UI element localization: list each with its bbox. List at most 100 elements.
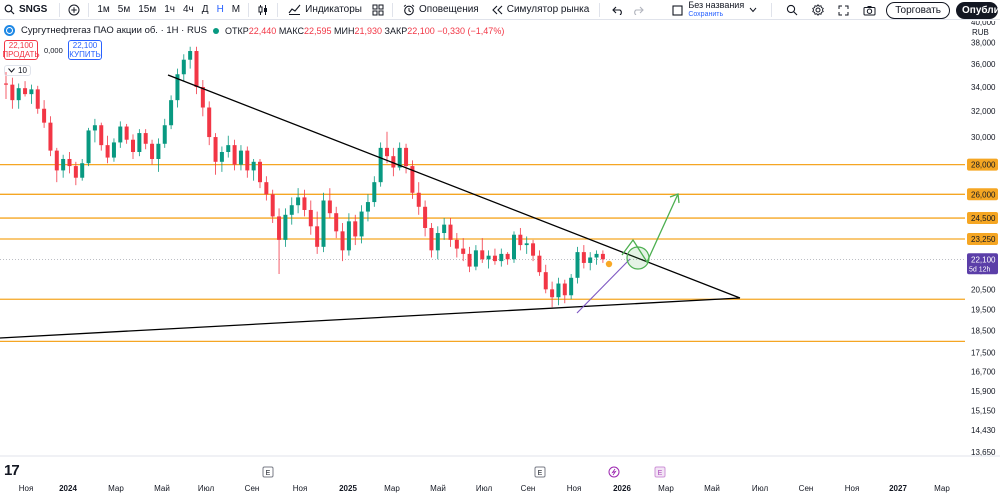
templates-button[interactable] [368, 1, 388, 19]
candle-body [321, 200, 326, 247]
buy-button[interactable]: 22,100 КУПИТЬ [68, 40, 102, 60]
candle-body [169, 100, 174, 126]
candle-body [397, 147, 402, 168]
candle-body [365, 202, 370, 212]
legend-title[interactable]: Сургутнефтегаз ПАО акции об. · 1Н · RUS [21, 25, 208, 36]
alerts-button[interactable]: Оповещения [397, 1, 485, 19]
indicators-button[interactable]: Индикаторы [282, 1, 368, 19]
timeframe-button[interactable]: М [231, 4, 241, 15]
time-tick-label: Сен [799, 484, 814, 493]
level-price-label: 28,000 [971, 161, 996, 170]
candle-body [575, 252, 580, 278]
candle-body [238, 150, 243, 165]
divider [771, 3, 773, 17]
candle-body [499, 253, 504, 262]
candle-body [35, 89, 40, 109]
lower-trendline[interactable] [0, 297, 741, 339]
price-chart[interactable]: RUB 13,650 14,430 15,150 15,900 16,700 17,500 1… [0, 21, 1000, 496]
timeframe-button[interactable]: 1м [97, 4, 110, 15]
replay-button[interactable]: Симулятор рынка [485, 1, 596, 19]
timeframe-button[interactable]: 4ч [183, 4, 194, 15]
indicators-toggle[interactable]: 10 [4, 65, 31, 76]
timeframe-button[interactable]: 1ч [164, 4, 175, 15]
candle-body [258, 161, 262, 183]
candle-body [524, 243, 529, 246]
time-tick-label: Май [430, 484, 446, 493]
candle-body [277, 216, 282, 240]
candle-body [442, 224, 447, 234]
candle-body [80, 163, 85, 178]
candle-body [480, 250, 485, 260]
settings-button[interactable] [808, 1, 828, 19]
chart-type-button[interactable] [253, 1, 273, 19]
level-price-tag[interactable] [967, 188, 998, 201]
earnings-event-icon[interactable] [534, 466, 546, 478]
sell-button[interactable]: 22,100 ПРОДАТЬ [2, 40, 40, 60]
level-price-tag[interactable] [967, 212, 998, 225]
snapshot-button[interactable] [859, 1, 880, 19]
compare-add-symbol-button[interactable] [64, 1, 84, 19]
price-tick-label: 36,000 [971, 60, 996, 69]
candle-body [334, 213, 339, 232]
buy-label: КУПИТЬ [69, 50, 101, 59]
candle-body [353, 221, 358, 237]
trade-button[interactable]: Торговать [886, 1, 950, 19]
divider [59, 2, 61, 17]
candle-body [537, 255, 542, 273]
quick-search-button[interactable] [782, 1, 802, 19]
candle-body [245, 150, 250, 171]
projection-path[interactable] [621, 193, 679, 264]
candle-body [143, 133, 148, 144]
candle-body [270, 194, 275, 217]
high-label: МАКС [278, 25, 304, 36]
low-value: 21,930 [354, 25, 383, 36]
candle-body [131, 139, 135, 152]
open-label: ОТКР [225, 25, 249, 36]
earnings-letter-icon: E [538, 470, 543, 477]
timeframe-button[interactable]: 15м [138, 4, 157, 15]
candle-body [518, 234, 523, 246]
earnings-event-icon[interactable] [654, 466, 666, 478]
undo-button[interactable] [608, 1, 628, 19]
lightning-icon [611, 468, 617, 476]
sell-label: ПРОДАТЬ [2, 50, 40, 59]
price-axis[interactable]: RUB 13,650 14,430 15,150 15,900 16,700 17,500 1… [965, 21, 1000, 496]
price-tick-label: 32,000 [971, 107, 996, 116]
top-toolbar: SNGS 1м 5м 15м 1ч 4ч Д Н М Индикаторы Оповещени… [0, 0, 1000, 20]
currency-label[interactable]: RUB [972, 28, 989, 37]
timeframe-button[interactable]: Н [216, 4, 224, 15]
breakout-circle[interactable] [626, 246, 650, 270]
timeframe-button[interactable]: 5м [117, 4, 131, 15]
publish-button[interactable]: Опубликовать [956, 1, 998, 19]
level-price-tag[interactable] [967, 233, 998, 246]
candle-body [473, 250, 478, 267]
search-icon [787, 4, 798, 16]
candle-body [550, 289, 555, 298]
drawings [0, 74, 741, 339]
symbol-search[interactable]: SNGS [0, 0, 55, 20]
upper-trendline[interactable] [167, 74, 741, 299]
candle-body [188, 51, 193, 60]
layouts-button[interactable]: Без названия Сохранить [668, 1, 761, 19]
time-tick-label: 2027 [889, 484, 907, 493]
timeframe-list: 1м 5м 15м 1ч 4ч Д Н М [93, 1, 244, 19]
time-tick-label: 2025 [339, 484, 357, 493]
earnings-event-icon[interactable] [262, 466, 274, 478]
price-tick-label: 34,000 [971, 83, 996, 92]
candle-body [289, 205, 294, 215]
time-axis[interactable]: Ноя 2024 Мар Май Июл Сен Ноя 2025 Мар Май Июл Сен Но… [0, 455, 1000, 493]
dividend-marker[interactable] [605, 260, 613, 268]
indicators-count: 10 [18, 66, 27, 75]
candle-body [156, 143, 161, 159]
price-tick-label: 40,000 [971, 21, 996, 27]
level-price-label: 24,500 [971, 214, 996, 223]
divider [392, 2, 393, 17]
support-trendline[interactable] [576, 258, 631, 314]
level-price-tag[interactable] [967, 158, 998, 171]
redo-button[interactable] [628, 1, 648, 19]
fullscreen-button[interactable] [834, 1, 853, 19]
last-price-tag[interactable] [967, 253, 998, 275]
bar-countdown-label: 5d 12h [969, 266, 991, 273]
timeframe-button[interactable]: Д [201, 4, 209, 15]
price-tick-label: 16,700 [971, 367, 996, 376]
